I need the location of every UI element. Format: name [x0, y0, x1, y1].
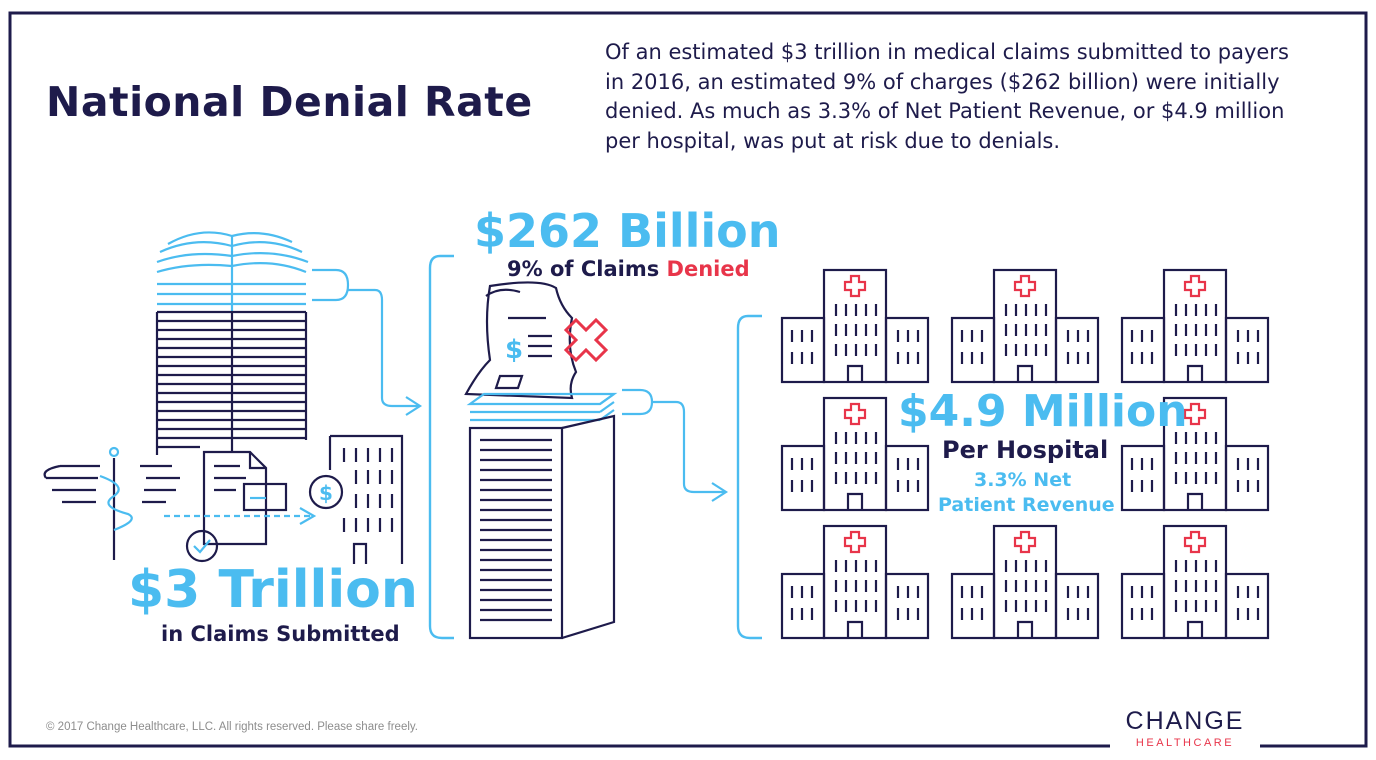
denied-x-icon	[563, 317, 609, 363]
payer-building-icon	[308, 434, 404, 564]
dollar-sign-icon: $	[319, 481, 333, 505]
frame-border	[8, 11, 1368, 748]
denied-caption: 9% of Claims Denied	[507, 257, 750, 281]
claims-stack-illustration	[466, 388, 729, 640]
caduceus-icon	[43, 446, 180, 560]
hospital-icon	[950, 524, 1100, 640]
stage-3-bracket	[736, 314, 762, 640]
change-healthcare-logo: CHANGE HEALTHCARE	[1110, 706, 1260, 754]
page-title: National Denial Rate	[46, 78, 533, 126]
copyright-text: © 2017 Change Healthcare, LLC. All right…	[46, 721, 418, 733]
submitted-amount: $3 Trillion	[128, 560, 418, 620]
hospital-icon	[1120, 268, 1270, 384]
dollar-sign-icon: $	[505, 335, 523, 365]
denied-caption-highlight: Denied	[666, 257, 750, 281]
logo-subtext: HEALTHCARE	[1135, 737, 1235, 749]
hospital-icon	[1120, 524, 1270, 640]
hospital-caption: Per Hospital	[942, 436, 1109, 464]
hospital-icon	[780, 524, 930, 640]
logo-wordmark: CHANGE	[1125, 707, 1245, 735]
hospital-icon	[780, 268, 930, 384]
intro-paragraph: Of an estimated $3 trillion in medical c…	[605, 40, 1289, 153]
hospital-amount: $4.9 Million	[898, 386, 1188, 437]
submitted-caption: in Claims Submitted	[161, 622, 400, 646]
stage-2-bracket	[428, 254, 454, 640]
denied-amount: $262 Billion	[474, 204, 781, 258]
hospital-detail-line2: Patient Revenue	[938, 494, 1115, 516]
hospital-icon	[950, 268, 1100, 384]
claim-document-icon	[164, 450, 317, 563]
paper-stack-illustration	[155, 231, 423, 455]
denied-claim-paper-icon	[464, 281, 578, 400]
denied-caption-prefix: 9% of Claims	[507, 257, 660, 281]
hospital-detail-line1: 3.3% Net	[974, 469, 1072, 491]
